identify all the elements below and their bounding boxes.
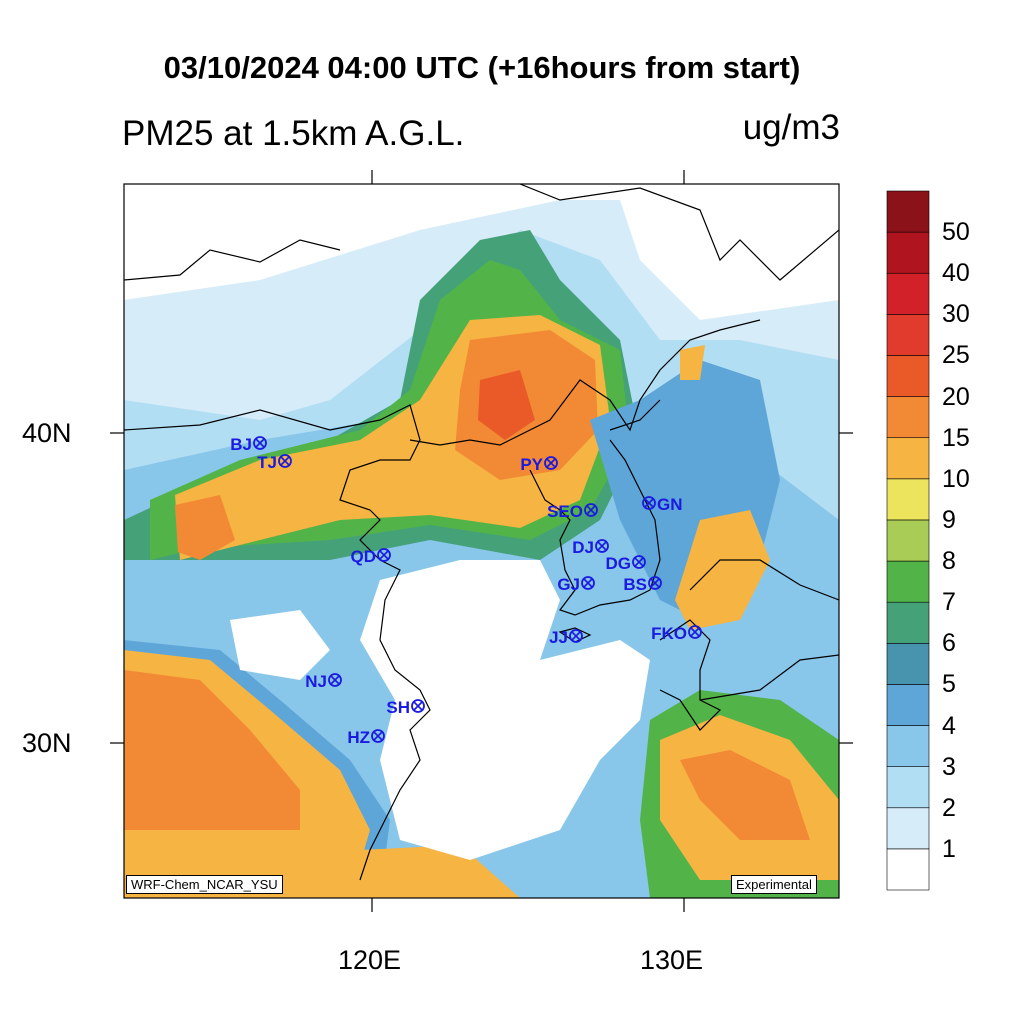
station-label: JJ bbox=[549, 628, 568, 647]
station-label: PY bbox=[520, 455, 543, 474]
station-py: PY bbox=[520, 455, 558, 474]
colorbar-swatch bbox=[886, 437, 930, 480]
station-jj: JJ bbox=[549, 628, 583, 647]
colorbar-swatch bbox=[886, 766, 930, 809]
axis-ticks bbox=[110, 170, 853, 912]
station-label: GJ bbox=[557, 575, 580, 594]
colorbar-swatch bbox=[886, 519, 930, 562]
colorbar-swatch bbox=[886, 478, 930, 521]
colorbar-swatch bbox=[886, 725, 930, 767]
station-qd: QD bbox=[351, 547, 391, 566]
map-frame bbox=[123, 183, 840, 899]
colorbar-level-label: 1 bbox=[942, 834, 956, 863]
station-label: BS bbox=[623, 575, 647, 594]
colorbar-swatch bbox=[886, 601, 930, 644]
station-label: BJ bbox=[230, 435, 252, 454]
x-tick-120e: 120E bbox=[338, 945, 402, 975]
colorbar-level-label: 20 bbox=[942, 382, 970, 411]
station-bs: BS bbox=[623, 575, 662, 594]
x-tick-130e: 130E bbox=[640, 945, 704, 975]
coastlines bbox=[124, 184, 839, 881]
colorbar-swatch bbox=[886, 355, 930, 397]
station-fko: FKO bbox=[651, 624, 702, 643]
station-label: DG bbox=[606, 554, 632, 573]
station-nj: NJ bbox=[305, 672, 342, 691]
colorbar bbox=[886, 190, 930, 891]
units-label: ug/m3 bbox=[742, 108, 840, 147]
colorbar-level-label: 8 bbox=[942, 547, 956, 576]
station-label: HZ bbox=[347, 728, 370, 747]
colorbar-level-label: 5 bbox=[942, 670, 956, 699]
colorbar-swatch bbox=[886, 314, 930, 356]
station-label: SEO bbox=[547, 502, 583, 521]
station-hz: HZ bbox=[347, 728, 385, 747]
y-tick-40n: 40N bbox=[22, 418, 72, 448]
colorbar-level-label: 50 bbox=[942, 218, 970, 247]
colorbar-level-label: 40 bbox=[942, 259, 970, 288]
colorbar-level-label: 6 bbox=[942, 629, 956, 658]
map-title: 03/10/2024 04:00 UTC (+16hours from star… bbox=[163, 50, 801, 85]
colorbar-level-label: 30 bbox=[942, 300, 970, 329]
colorbar-level-label: 9 bbox=[942, 505, 956, 534]
y-tick-30n: 30N bbox=[22, 728, 72, 758]
colorbar-swatch bbox=[886, 560, 930, 603]
colorbar-swatch bbox=[886, 848, 930, 891]
station-sh: SH bbox=[386, 698, 425, 717]
station-label: TJ bbox=[257, 453, 277, 472]
station-label: FKO bbox=[651, 624, 687, 643]
experimental-label: Experimental bbox=[731, 875, 817, 894]
colorbar-level-label: 3 bbox=[942, 752, 956, 781]
station-label: SH bbox=[386, 698, 410, 717]
station-bj: BJ bbox=[230, 435, 267, 454]
colorbar-swatch bbox=[886, 396, 930, 439]
station-label: QD bbox=[351, 547, 377, 566]
colorbar-level-label: 4 bbox=[942, 711, 956, 740]
station-seo: SEO bbox=[547, 502, 598, 521]
colorbar-level-label: 15 bbox=[942, 423, 970, 452]
colorbar-swatch bbox=[886, 272, 930, 315]
station-label: GN bbox=[657, 495, 683, 514]
colorbar-swatch bbox=[886, 807, 930, 850]
colorbar-swatch bbox=[886, 642, 930, 685]
station-markers: BJ TJ PY SEO GN QD DJ DG GJ BS JJ FKO NJ SH HZ bbox=[230, 435, 702, 747]
model-label: WRF-Chem_NCAR_YSU bbox=[126, 875, 283, 894]
station-label: DJ bbox=[572, 538, 594, 557]
station-dj: DJ bbox=[572, 538, 609, 557]
colorbar-level-label: 25 bbox=[942, 341, 970, 370]
concentration-field bbox=[124, 184, 839, 898]
station-tj: TJ bbox=[257, 453, 292, 472]
station-dg: DG bbox=[606, 554, 646, 573]
colorbar-swatch bbox=[886, 190, 930, 233]
station-label: NJ bbox=[305, 672, 327, 691]
colorbar-level-label: 10 bbox=[942, 464, 970, 493]
colorbar-level-label: 2 bbox=[942, 793, 956, 822]
station-gn: GN bbox=[642, 495, 683, 514]
colorbar-level-label: 7 bbox=[942, 588, 956, 617]
colorbar-swatch bbox=[886, 231, 930, 274]
station-gj: GJ bbox=[557, 575, 595, 594]
colorbar-swatch bbox=[886, 684, 930, 726]
variable-subtitle: PM25 at 1.5km A.G.L. bbox=[122, 114, 465, 153]
